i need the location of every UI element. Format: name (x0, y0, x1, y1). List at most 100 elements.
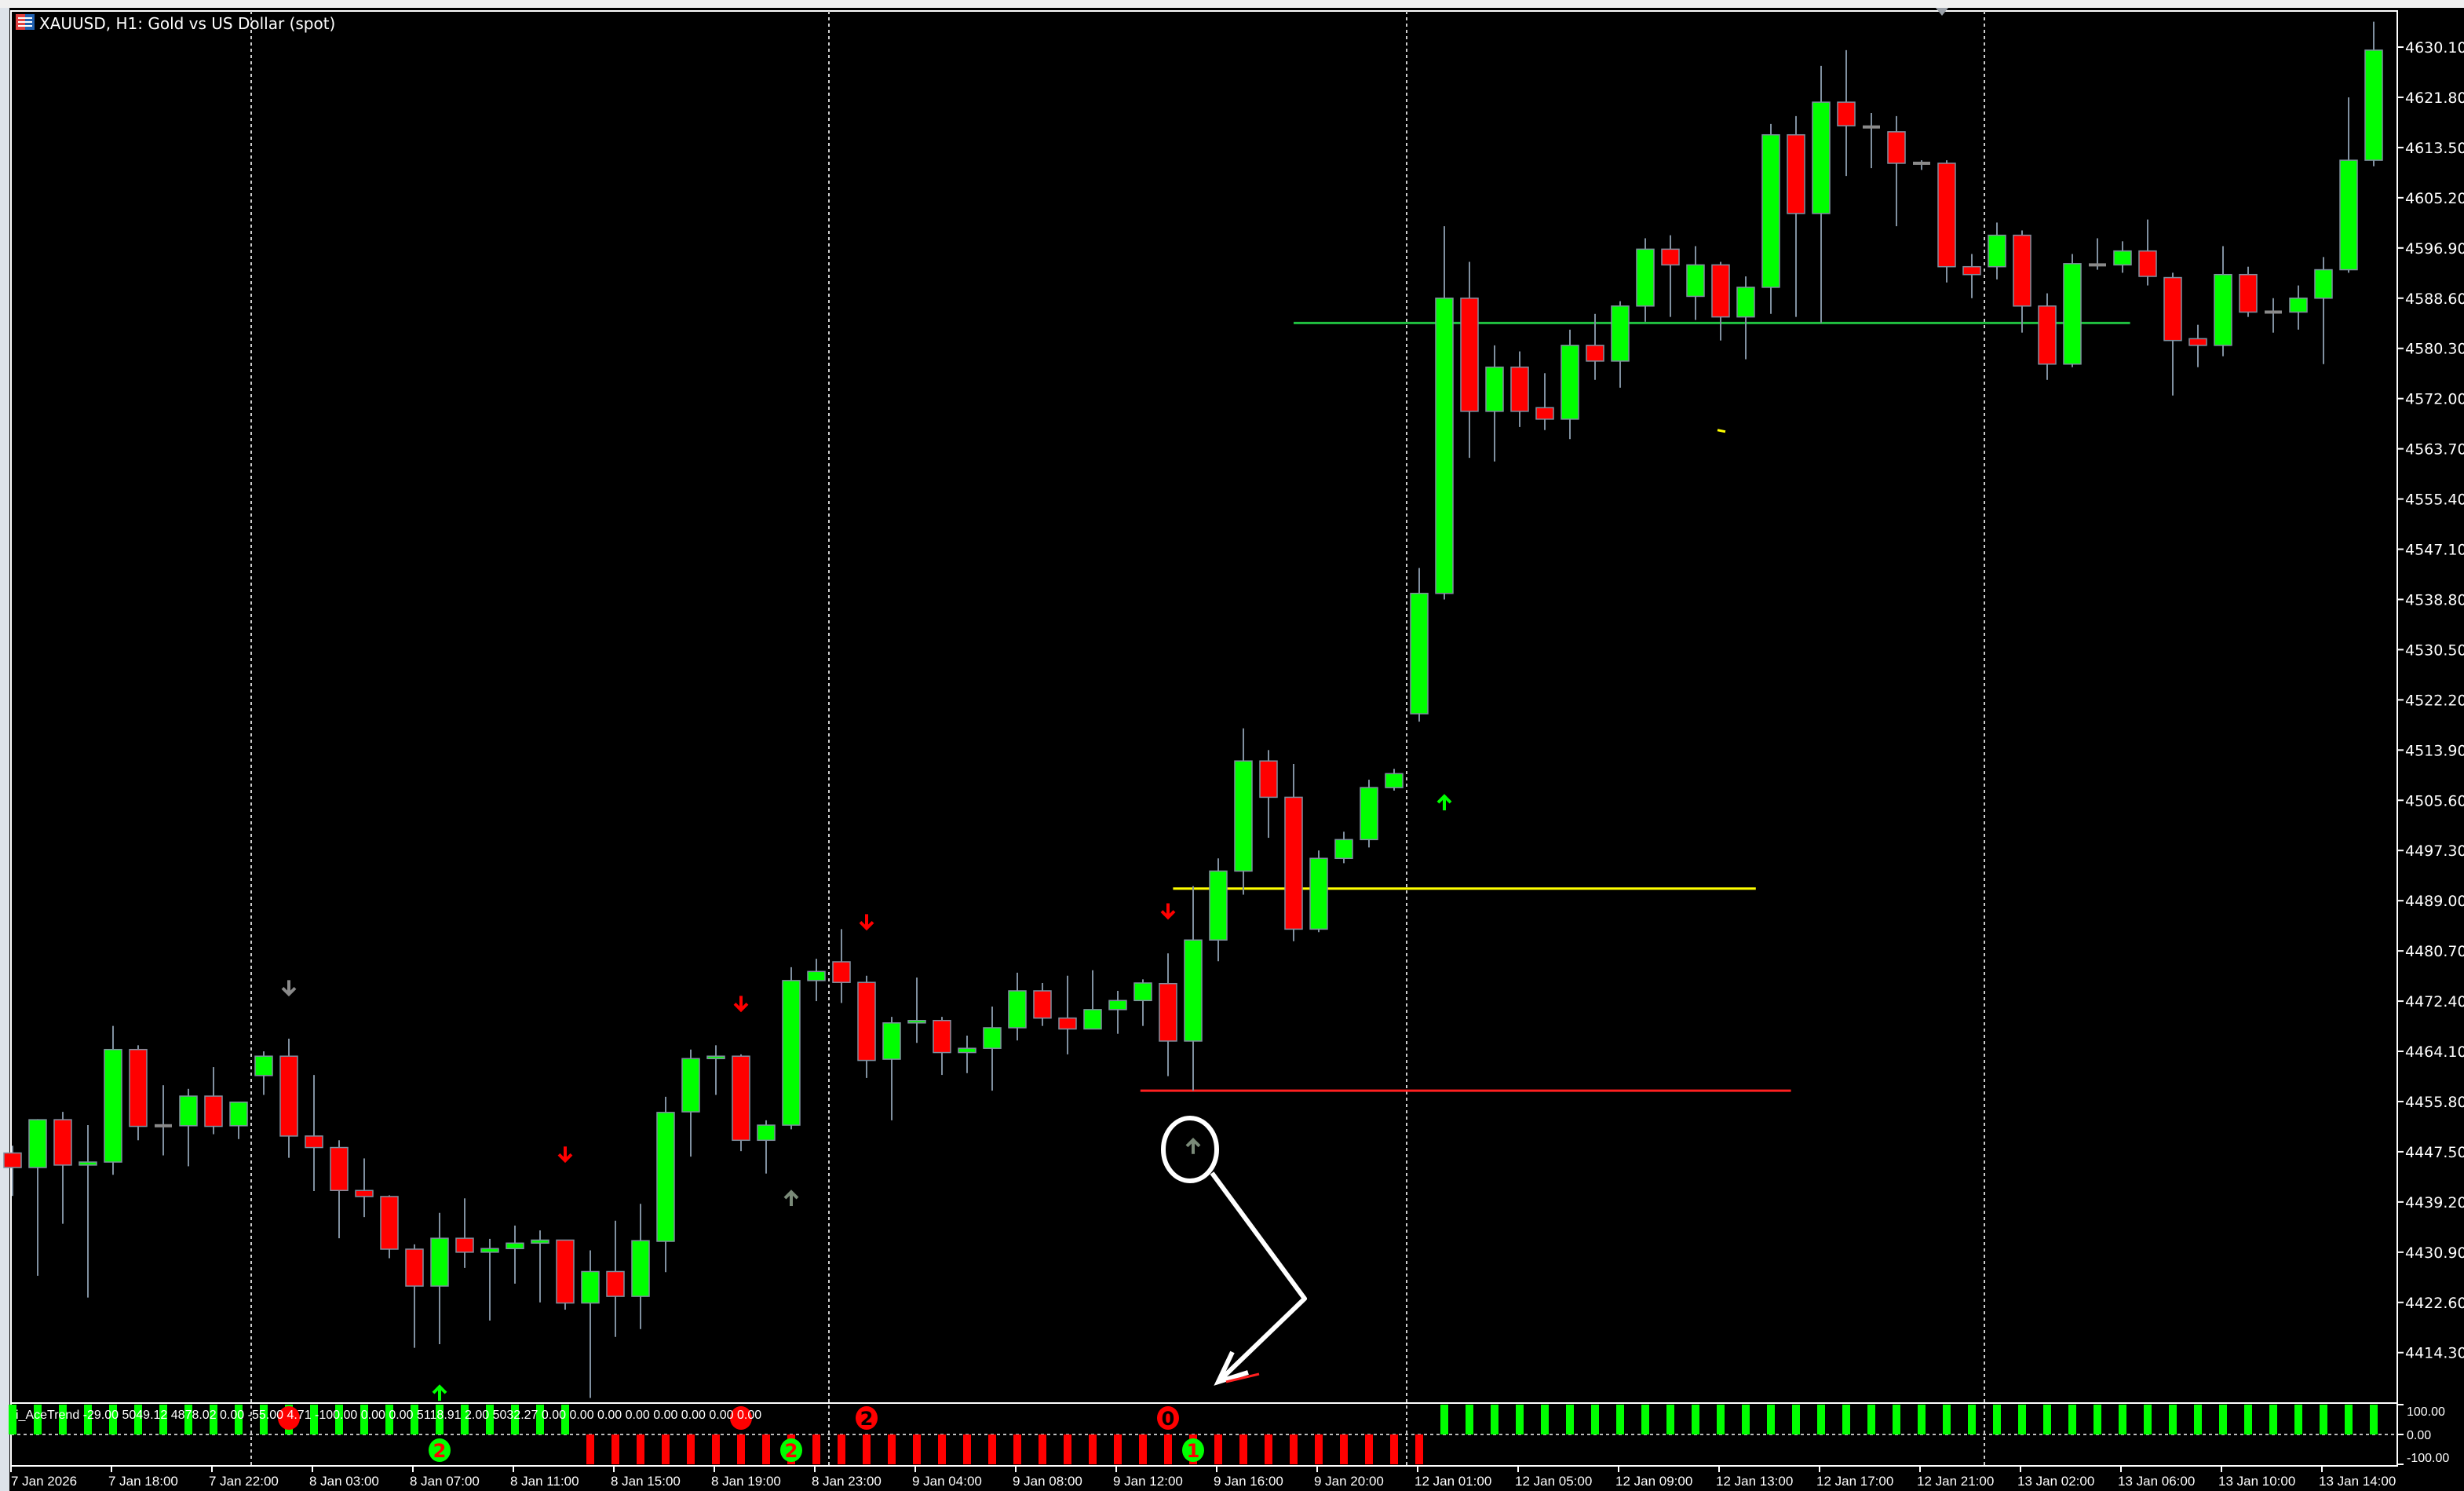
candle-bearish (2188, 338, 2207, 346)
price-tick-label: 4572.00 (2405, 391, 2464, 408)
candle-doji (2265, 310, 2282, 314)
candle-bullish (656, 1112, 675, 1242)
indicator-bar (1214, 1434, 1222, 1464)
time-tick-label: 9 Jan 20:00 (1314, 1474, 1384, 1489)
candle-bearish (832, 961, 851, 983)
candle-bullish (1108, 999, 1127, 1010)
indicator-bar (1817, 1405, 1825, 1434)
chart-title: XAUUSD, H1: Gold vs US Dollar (spot) (39, 14, 336, 33)
indicator-pane: 2 2 2 01 i_AceTrend -29.00 5049.12 4878.02 0… (9, 1404, 2449, 1465)
indicator-signal-number: 1 (1187, 1440, 1200, 1462)
indicator-bar (2194, 1405, 2202, 1434)
indicator-bar (436, 1405, 444, 1434)
indicator-tick-label: 100.00 (2407, 1405, 2445, 1419)
price-tick-label: 4414.30 (2405, 1345, 2464, 1362)
indicator-bar (2169, 1405, 2177, 1434)
indicator-bar (1415, 1434, 1423, 1464)
top-toolbar-strip (0, 0, 2464, 8)
candle-bullish (2063, 263, 2082, 365)
candle-bullish (782, 980, 801, 1126)
candle-bearish (857, 981, 876, 1062)
indicator-bar (1943, 1405, 1951, 1434)
candle-bearish (1937, 163, 1956, 268)
indicator-bar (1390, 1434, 1398, 1464)
indicator-bar (1591, 1405, 1599, 1434)
arrow-down-head-icon (1160, 910, 1176, 920)
indicator-bar (2320, 1405, 2327, 1434)
indicator-bar (1842, 1405, 1850, 1434)
indicator-signal-number: 2 (860, 1408, 874, 1430)
candle-bullish (531, 1239, 549, 1244)
time-tick-label: 9 Jan 04:00 (912, 1474, 982, 1489)
indicator-bar (1692, 1405, 1699, 1434)
candle-bearish (2163, 276, 2182, 342)
candle-bullish (1561, 345, 1579, 420)
indicator-tick-label: -100.00 (2407, 1452, 2449, 1465)
indicator-bar (812, 1434, 820, 1464)
indicator-bar (235, 1405, 243, 1434)
candle-bullish (2113, 250, 2132, 266)
candle-bullish (480, 1248, 499, 1253)
candle-doji (155, 1124, 172, 1127)
candle-bullish (2214, 273, 2232, 346)
time-tick-label: 13 Jan 10:00 (2218, 1474, 2295, 1489)
candle-bullish (1435, 298, 1454, 594)
time-tick-label: 8 Jan 07:00 (410, 1474, 480, 1489)
day-separators (250, 11, 1985, 1466)
indicator-signal-badge (278, 1406, 300, 1430)
time-tick-label: 7 Jan 2026 (11, 1474, 77, 1489)
price-tick-label: 4472.40 (2405, 993, 2464, 1010)
indicator-bar (1717, 1405, 1725, 1434)
time-tick-label: 13 Jan 02:00 (2017, 1474, 2094, 1489)
price-tick-label: 4513.90 (2405, 742, 2464, 759)
indicator-bar (385, 1405, 393, 1434)
candle-bullish (1008, 990, 1027, 1029)
indicator-signal-badge (1182, 1438, 1204, 1462)
arrow-down-head-icon (557, 1153, 573, 1164)
indicator-bar (511, 1405, 519, 1434)
candle-bearish (204, 1095, 223, 1127)
chart-shift-marker-icon[interactable] (1936, 8, 1948, 16)
time-tick-label: 12 Jan 01:00 (1415, 1474, 1491, 1489)
candle-bearish (1159, 982, 1177, 1042)
indicator-bar (2345, 1405, 2353, 1434)
indicator-bar (1290, 1434, 1298, 1464)
candle-bullish (1184, 939, 1203, 1042)
time-tick-label: 12 Jan 21:00 (1917, 1474, 1994, 1489)
indicator-bar (1315, 1434, 1323, 1464)
indicator-bar (184, 1405, 192, 1434)
price-tick-label: 4580.30 (2405, 341, 2464, 358)
candle-bullish (179, 1095, 198, 1127)
horizontal-lines (1140, 321, 2130, 1092)
indicator-bar (210, 1405, 217, 1434)
time-tick-label: 12 Jan 09:00 (1615, 1474, 1692, 1489)
candle-bearish (305, 1135, 323, 1149)
candle-bullish (631, 1240, 650, 1297)
candle-bearish (1837, 101, 1856, 126)
candle-bullish (1083, 1009, 1102, 1030)
price-tick-label: 4430.90 (2405, 1244, 2464, 1262)
indicator-bar (1491, 1405, 1498, 1434)
price-tick-label: 4530.50 (2405, 641, 2464, 659)
indicator-bar (1265, 1434, 1272, 1464)
indicator-bar (411, 1405, 418, 1434)
candle-bearish (1510, 366, 1529, 412)
candle-bearish (1787, 133, 1805, 214)
candles (3, 21, 2383, 1398)
indicator-bar (1064, 1434, 1071, 1464)
candle-bullish (983, 1027, 1002, 1049)
time-tick-label: 8 Jan 11:00 (510, 1474, 579, 1489)
price-tick-label: 4538.80 (2405, 591, 2464, 608)
indicator-label: i_AceTrend -29.00 5049.12 4878.02 0.00 -… (16, 1409, 761, 1422)
candle-bearish (1661, 248, 1680, 266)
indicator-bar (84, 1405, 92, 1434)
indicator-bar (1365, 1434, 1373, 1464)
price-tick-label: 4613.50 (2405, 140, 2464, 157)
indicator-bar (1516, 1405, 1524, 1434)
price-tick-label: 4588.60 (2405, 291, 2464, 308)
indicator-bar (963, 1434, 971, 1464)
indicator-bar (159, 1405, 167, 1434)
chart-window[interactable] (9, 8, 2464, 1491)
indicator-signal-number: 2 (785, 1440, 798, 1462)
